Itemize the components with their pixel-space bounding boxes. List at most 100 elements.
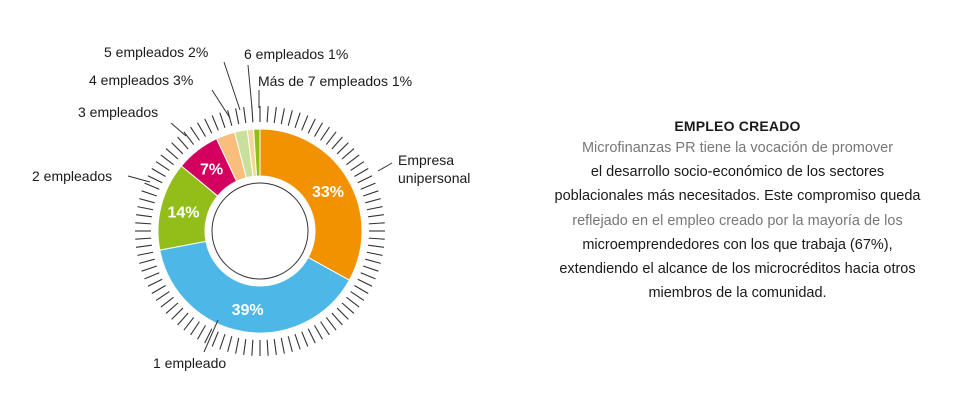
tick-mark: [183, 131, 195, 145]
tick-mark: [139, 258, 155, 264]
tick-mark: [365, 258, 381, 264]
category-labels: Empresa unipersonal 1 empleado 2 empleados 3…: [32, 44, 470, 371]
tick-mark: [341, 148, 355, 160]
tick-mark: [135, 237, 152, 240]
tick-mark: [165, 302, 179, 314]
slice-percent-label: 39%: [232, 302, 264, 319]
slice-percent-label: 7%: [200, 162, 223, 179]
leader-line: [223, 61, 241, 111]
percent-labels: 33% 39% 14% 7%: [167, 162, 344, 319]
tick-mark: [307, 118, 316, 134]
description-line: extendiendo el alcance de los microcrédi…: [559, 261, 916, 278]
tick-mark: [320, 321, 330, 336]
tick-mark: [350, 291, 365, 301]
tick-ring: [135, 106, 385, 356]
tick-mark: [177, 312, 189, 326]
donut-slice: [159, 240, 351, 334]
tick-mark: [325, 131, 337, 145]
tick-mark: [325, 317, 337, 331]
slice-percent-label: 14%: [167, 204, 199, 221]
tick-mark: [357, 278, 373, 287]
tick-mark: [366, 251, 383, 256]
tick-mark: [177, 136, 189, 150]
tick-mark: [354, 285, 369, 294]
tick-mark: [243, 338, 247, 356]
tick-mark: [235, 108, 240, 125]
tick-mark: [251, 339, 254, 356]
tick-mark: [204, 118, 213, 134]
leader-line: [127, 175, 151, 183]
tick-mark: [354, 168, 369, 177]
tick-mark: [331, 136, 343, 150]
tick-mark: [155, 291, 170, 301]
donut-chart: 33% 39% 14% 7% Empresa unipersonal 1 empleado…: [32, 44, 470, 371]
tick-mark: [219, 112, 226, 128]
leader-line: [170, 122, 187, 137]
tick-mark: [360, 182, 376, 190]
tick-mark: [211, 115, 219, 131]
tick-mark: [280, 337, 285, 354]
tick-mark: [363, 265, 379, 272]
tick-mark: [211, 331, 219, 347]
tick-mark: [346, 296, 360, 308]
tick-mark: [190, 126, 200, 141]
tick-mark: [280, 108, 285, 125]
tick-mark: [197, 325, 206, 340]
tick-mark: [365, 198, 381, 204]
tick-mark: [357, 175, 373, 184]
tick-mark: [294, 334, 301, 350]
tick-mark: [336, 142, 349, 155]
donut-slices: [157, 128, 363, 334]
tick-mark: [341, 302, 355, 314]
tick-mark: [294, 112, 301, 128]
tick-mark: [155, 161, 170, 171]
tick-mark: [160, 154, 174, 166]
tick-mark: [266, 339, 269, 356]
tick-mark: [243, 106, 247, 124]
tick-mark: [287, 336, 293, 352]
description-line: miembros de la comunidad.: [648, 285, 827, 302]
description-line: el desarrollo socio-económico de los sec…: [590, 164, 885, 181]
tick-mark: [360, 272, 376, 280]
tick-mark: [165, 148, 179, 160]
tick-mark: [219, 334, 226, 350]
tick-mark: [135, 244, 153, 248]
tick-mark: [251, 106, 254, 123]
slice-category-label: Empresa unipersonal: [398, 152, 470, 186]
tick-mark: [137, 251, 154, 256]
slice-category-label: 5 empleados 2%: [104, 44, 208, 60]
tick-mark: [367, 214, 385, 218]
slice-percent-label: 33%: [312, 184, 344, 201]
leader-line: [377, 162, 393, 172]
tick-mark: [307, 328, 316, 344]
donut-center-outline: [211, 182, 309, 280]
donut-slice: [259, 128, 363, 281]
tick-mark: [320, 126, 330, 141]
slice-category-label: Más de 7 empleados 1%: [258, 73, 412, 89]
slice-category-label: 2 empleados: [32, 168, 112, 184]
leader-line: [203, 319, 219, 353]
tick-mark: [314, 122, 323, 137]
tick-mark: [160, 296, 174, 308]
tick-mark: [227, 336, 233, 352]
tick-mark: [151, 285, 166, 294]
description-line: microemprendedores con los que trabaja (…: [582, 236, 893, 253]
tick-mark: [266, 106, 269, 123]
description-line: poblacionales más necesitados. Este comp…: [554, 188, 921, 205]
tick-mark: [346, 154, 360, 166]
leader-lines: [127, 61, 393, 353]
description-block: EMPLEO CREADO Microfinanzas PR tiene la …: [525, 118, 950, 305]
tick-mark: [137, 206, 154, 211]
description-line: Microfinanzas PR tiene la vocación de pr…: [581, 140, 894, 156]
tick-mark: [147, 278, 163, 287]
slice-category-label: 3 empleados: [78, 104, 158, 120]
tick-mark: [301, 115, 309, 131]
tick-mark: [183, 317, 195, 331]
slice-category-label: 4 empleados 3%: [89, 72, 193, 88]
tick-mark: [197, 122, 206, 137]
description-title: EMPLEO CREADO: [674, 118, 801, 134]
tick-mark: [301, 331, 309, 347]
tick-mark: [171, 307, 184, 320]
tick-mark: [336, 307, 349, 320]
tick-mark: [235, 337, 240, 354]
